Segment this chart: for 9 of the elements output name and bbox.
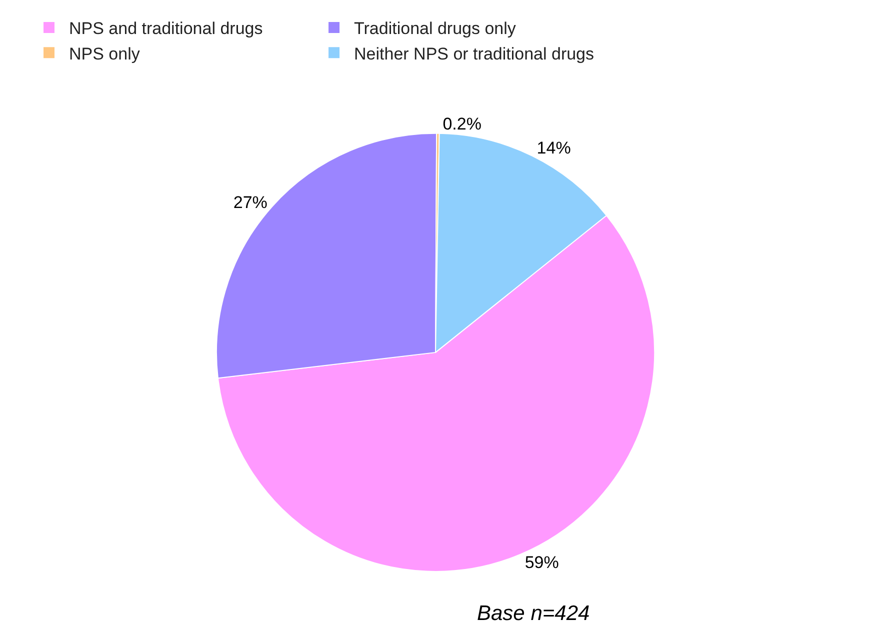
data-label: 27%	[233, 192, 268, 212]
data-label: 14%	[536, 138, 571, 158]
legend-label: NPS only	[69, 44, 140, 64]
data-label: 0.2%	[442, 114, 482, 134]
legend-label: NPS and traditional drugs	[69, 19, 263, 38]
legend-label: Traditional drugs only	[354, 19, 516, 38]
legend-label: Neither NPS or traditional drugs	[354, 44, 594, 64]
text: Base n=424	[477, 602, 590, 625]
data-label: 59%	[524, 553, 559, 572]
